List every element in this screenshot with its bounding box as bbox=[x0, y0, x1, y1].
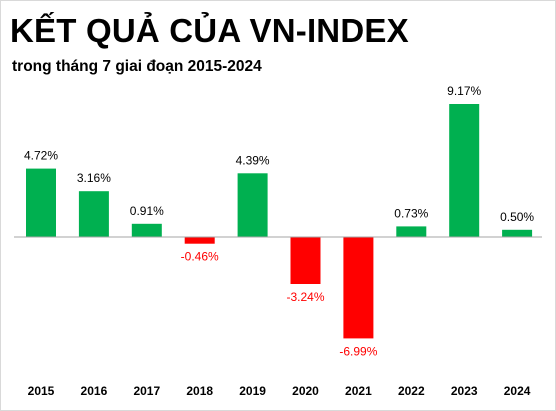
data-label-2024: 0.50% bbox=[500, 210, 534, 224]
data-label-2016: 3.16% bbox=[77, 171, 111, 185]
category-label-2017: 2017 bbox=[133, 384, 160, 398]
chart-subtitle: trong tháng 7 giai đoạn 2015-2024 bbox=[12, 58, 262, 75]
data-label-2015: 4.72% bbox=[24, 149, 58, 163]
bar-2016 bbox=[78, 191, 109, 237]
category-label-2020: 2020 bbox=[292, 384, 319, 398]
bar-2015 bbox=[26, 168, 56, 237]
category-label-2022: 2022 bbox=[398, 384, 425, 398]
chart-title: KẾT QUẢ CỦA VN-INDEX bbox=[10, 12, 409, 49]
data-label-2021: -6.99% bbox=[339, 344, 377, 358]
category-label-2018: 2018 bbox=[186, 384, 213, 398]
bar-2019 bbox=[237, 173, 268, 237]
bar-2023 bbox=[449, 104, 480, 237]
data-label-2018: -0.46% bbox=[181, 250, 219, 264]
category-label-2024: 2024 bbox=[504, 384, 531, 398]
category-label-2016: 2016 bbox=[81, 384, 108, 398]
bar-2017 bbox=[131, 223, 162, 237]
bar-2020 bbox=[290, 237, 321, 284]
bar-2018 bbox=[184, 237, 215, 244]
data-label-2017: 0.91% bbox=[130, 204, 164, 218]
data-label-2022: 0.73% bbox=[394, 206, 428, 220]
category-label-2021: 2021 bbox=[345, 384, 372, 398]
bar-2022 bbox=[396, 226, 427, 237]
data-label-2019: 4.39% bbox=[236, 153, 270, 167]
category-label-2019: 2019 bbox=[239, 384, 266, 398]
category-label-2015: 2015 bbox=[28, 384, 55, 398]
data-label-2020: -3.24% bbox=[286, 290, 324, 304]
bar-2021 bbox=[343, 237, 374, 339]
bar-2024 bbox=[502, 229, 533, 238]
category-label-2023: 2023 bbox=[451, 384, 478, 398]
data-label-2023: 9.17% bbox=[447, 84, 481, 98]
